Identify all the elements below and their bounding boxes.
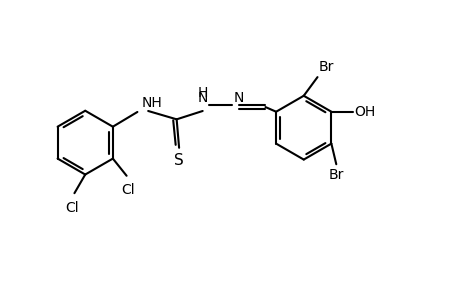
Text: Br: Br xyxy=(318,60,333,74)
Text: H: H xyxy=(197,86,208,100)
Text: N: N xyxy=(197,91,208,105)
Text: OH: OH xyxy=(354,105,375,119)
Text: Cl: Cl xyxy=(66,201,79,215)
Text: S: S xyxy=(174,153,184,168)
Text: N: N xyxy=(233,91,243,105)
Text: NH: NH xyxy=(141,95,162,110)
Text: Cl: Cl xyxy=(121,183,134,197)
Text: Br: Br xyxy=(328,168,343,182)
